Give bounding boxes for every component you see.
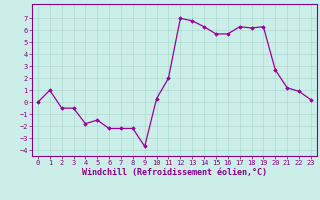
X-axis label: Windchill (Refroidissement éolien,°C): Windchill (Refroidissement éolien,°C) [82,168,267,177]
